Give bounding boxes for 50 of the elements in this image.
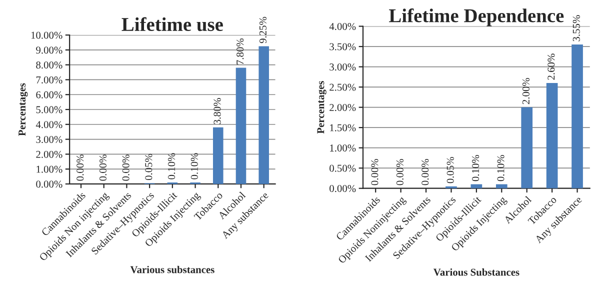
y-tick-label: 0.00% [330, 185, 356, 192]
x-axis-title: Various substances [130, 266, 214, 274]
data-label: 0.00% [396, 159, 404, 186]
bar [212, 127, 224, 184]
x-axis-title: Various Substances [433, 268, 520, 276]
data-label: 0.05% [145, 154, 152, 180]
y-tick-label: 2.00% [330, 104, 356, 112]
chart-title: Lifetime Dependence [389, 8, 564, 26]
y-tick-label: 1.00% [330, 144, 356, 152]
y-tick-label: 7.00% [36, 76, 62, 84]
data-label: 7.80% [236, 38, 244, 64]
data-label: 0.10% [190, 153, 198, 180]
bar [546, 83, 558, 188]
bar [572, 44, 583, 188]
y-tick-label: 2.00% [36, 150, 62, 158]
y-tick-label: 0.00% [36, 180, 62, 188]
data-label: 3.80% [214, 98, 221, 124]
chart-title: Lifetime use [122, 17, 223, 32]
y-tick-label: 8.00% [36, 62, 62, 69]
data-label: 0.00% [76, 154, 84, 181]
y-axis-title: Percentages [317, 81, 326, 134]
y-tick-label: 6.00% [36, 91, 62, 98]
data-label: 0.00% [422, 159, 429, 186]
data-label: 0.05% [446, 156, 454, 184]
y-tick-label: 10.00% [31, 32, 62, 39]
bar [258, 46, 269, 184]
y-tick-label: 3.00% [36, 136, 62, 144]
data-label: 0.00% [371, 159, 378, 186]
y-tick-label: 3.50% [330, 43, 356, 50]
y-tick-label: 4.00% [329, 22, 356, 30]
y-tick-label: 3.00% [330, 63, 356, 71]
y-tick-label: 2.50% [330, 84, 356, 91]
data-label: 2.60% [548, 54, 555, 80]
y-tick-label: 1.00% [36, 166, 62, 173]
y-axis-title: Percentages [18, 83, 28, 136]
data-label: 0.10% [497, 154, 504, 182]
y-tick-label: 0.50% [330, 164, 356, 172]
bar [521, 107, 533, 188]
data-label: 2.00% [522, 78, 530, 104]
bar [236, 68, 246, 184]
y-tick-label: 5.00% [36, 106, 62, 114]
y-tick-label: 4.00% [36, 121, 62, 128]
data-label: 9.25% [259, 16, 266, 44]
data-label: 0.00% [122, 154, 130, 181]
data-label: 0.10% [168, 153, 176, 180]
data-label: 0.10% [472, 154, 480, 182]
y-tick-label: 1.50% [330, 124, 356, 132]
data-label: 3.55% [572, 15, 580, 42]
data-label: 0.00% [99, 154, 107, 181]
y-tick-label: 9.00% [36, 46, 62, 54]
